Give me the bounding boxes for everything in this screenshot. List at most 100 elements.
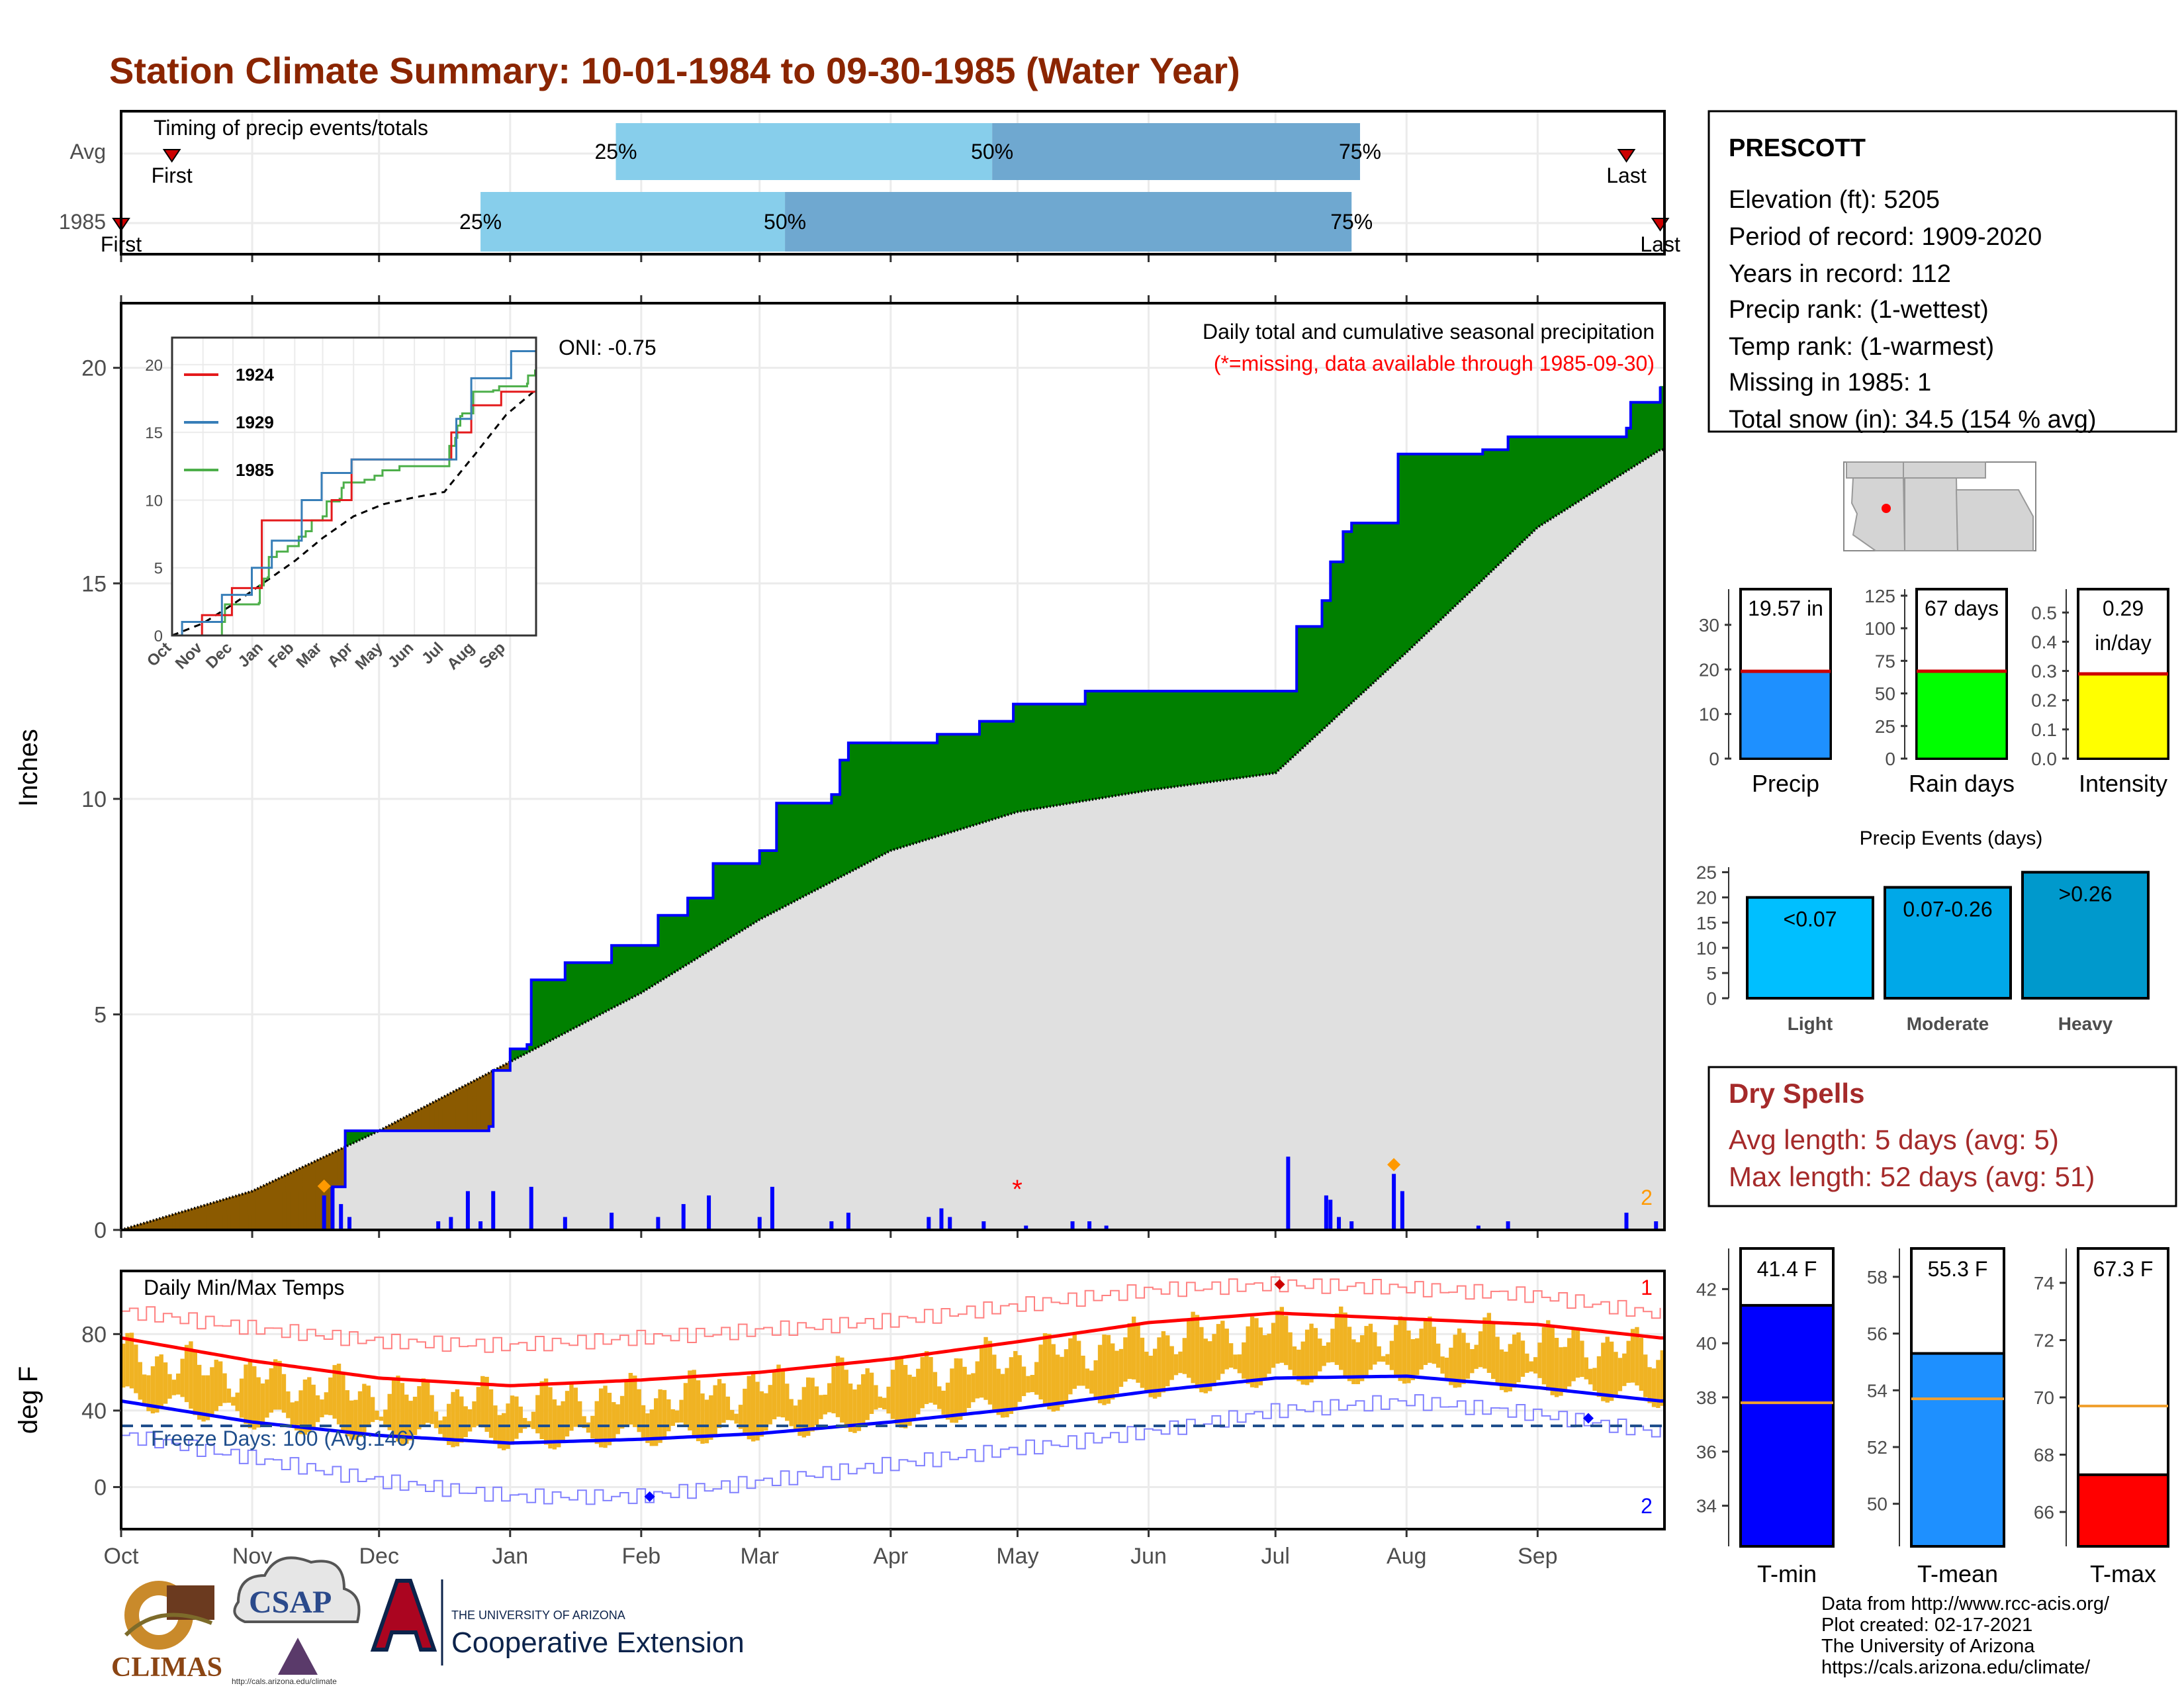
daily-precip-bar [339, 1203, 343, 1230]
daily-temp-bar [476, 1387, 481, 1426]
daily-temp-bar [696, 1380, 701, 1442]
timing-label: Timing of precip events/totals [154, 116, 428, 140]
daily-temp-bar [146, 1375, 151, 1411]
daily-temp-bar [1432, 1327, 1436, 1364]
station-location-marker [1882, 504, 1891, 513]
timing-p75-label: 75% [1339, 140, 1381, 164]
daily-temp-bar [539, 1381, 544, 1440]
daily-temp-bar [1541, 1327, 1547, 1385]
dry-spells-box: Dry Spells Avg length: 5 days (avg: 5) M… [1707, 1066, 2177, 1207]
temp-bar-y-tick-label: 34 [1696, 1496, 1717, 1517]
daily-temp-bar [1165, 1335, 1170, 1387]
daily-temp-bar [755, 1382, 760, 1441]
daily-temp-bar [1474, 1344, 1479, 1369]
daily-temp-bar [320, 1399, 324, 1418]
daily-temp-bar [869, 1372, 874, 1415]
mini-bar-y-tick-label: 100 [1864, 618, 1895, 639]
daily-temp-bar [1440, 1356, 1445, 1374]
temp-bar-y-tick-label: 74 [2034, 1273, 2054, 1293]
daily-temp-bar [1559, 1347, 1563, 1396]
mini-bar-y-tick-label: 0.2 [2031, 690, 2057, 711]
daily-temp-bar [861, 1374, 866, 1427]
daily-temp-bar [1233, 1354, 1238, 1370]
daily-temp-bar [1292, 1346, 1297, 1376]
daily-temp-bar [1647, 1367, 1652, 1403]
daily-temp-bar [1377, 1346, 1381, 1362]
daily-temp-bar [1504, 1351, 1508, 1393]
temp-x-tick-label: Aug [1387, 1544, 1427, 1569]
record-high-count: 1 [1641, 1276, 1653, 1299]
daily-temp-bar [911, 1376, 917, 1421]
timing-last-label: Last [1606, 164, 1647, 187]
daily-temp-bar [1228, 1343, 1234, 1368]
daily-temp-bar [569, 1383, 574, 1431]
timing-row-avg-label: Avg [69, 140, 106, 164]
daily-temp-bar [548, 1387, 553, 1449]
temp-x-tick-label: Dec [359, 1544, 398, 1569]
record-low-count: 2 [1641, 1494, 1653, 1518]
temp-bar-y-tick-label: 70 [2034, 1387, 2054, 1408]
daily-temp-bar [848, 1383, 853, 1432]
daily-temp-bar [163, 1362, 168, 1404]
daily-temp-bar [1216, 1324, 1221, 1380]
temp-x-tick-label: May [996, 1544, 1038, 1569]
record-precip-marker [317, 1179, 331, 1193]
mini-bar-y-tick-label: 0.4 [2031, 632, 2057, 652]
daily-temp-bar [1529, 1361, 1533, 1372]
daily-temp-bar [1389, 1340, 1394, 1370]
daily-temp-bar [886, 1386, 891, 1414]
daily-temp-bar [827, 1383, 832, 1413]
daily-precip-bar [1392, 1174, 1396, 1230]
daily-temp-bar [933, 1372, 938, 1405]
daily-temp-bar [171, 1380, 177, 1395]
daily-temp-bar [937, 1386, 942, 1409]
daily-temp-bar [1275, 1310, 1280, 1364]
precip-events-title: Precip Events (days) [1860, 827, 2043, 849]
daily-temp-bar [332, 1365, 337, 1419]
daily-temp-bar [1279, 1307, 1284, 1363]
record-temp-marker [1274, 1279, 1285, 1290]
daily-temp-bar [210, 1367, 214, 1417]
station-temp-rank: Temp rank: (1-warmest) [1729, 333, 1994, 361]
daily-temp-bar [265, 1379, 269, 1418]
precip-ylabel: Inches [14, 729, 43, 807]
daily-temp-bar [1609, 1341, 1614, 1401]
daily-temp-bar [201, 1375, 206, 1422]
temp-bar-fill [1910, 1352, 2005, 1548]
daily-temp-bar [814, 1386, 819, 1426]
daily-temp-bar [992, 1354, 997, 1411]
daily-temp-bar [1385, 1354, 1390, 1365]
daily-temp-bar [1300, 1341, 1305, 1385]
daily-temp-bar [1584, 1357, 1588, 1380]
daily-temp-bar [929, 1357, 933, 1403]
precip-events-bar [1884, 886, 2012, 1000]
daily-temp-bar [730, 1409, 735, 1421]
daily-temp-bar [1093, 1360, 1098, 1399]
daily-temp-bar [924, 1351, 929, 1405]
station-missing: Missing in 1985: 1 [1729, 369, 1931, 397]
daily-temp-bar [370, 1397, 375, 1423]
timing-first-label: First [152, 164, 193, 187]
daily-temp-bar [1136, 1323, 1140, 1383]
daily-temp-bar [1508, 1344, 1512, 1391]
daily-temp-bar [958, 1358, 963, 1420]
daily-temp-bar [1140, 1337, 1145, 1388]
daily-temp-bar [1499, 1349, 1504, 1390]
daily-temp-bar [467, 1409, 473, 1432]
missing-marker: * [1012, 1175, 1023, 1204]
daily-temp-bar [294, 1401, 299, 1430]
daily-temp-bar [433, 1411, 439, 1429]
map-state-utah [1846, 461, 1904, 479]
precip-events-category: Heavy [2058, 1013, 2113, 1034]
daily-temp-bar [852, 1389, 857, 1433]
daily-temp-bar [1182, 1338, 1187, 1374]
daily-temp-bar [324, 1392, 329, 1415]
daily-temp-bar [1313, 1328, 1318, 1378]
daily-temp-bar [1651, 1368, 1657, 1407]
daily-temp-bar [1626, 1340, 1631, 1383]
daily-temp-bar [510, 1395, 515, 1445]
mini-bar-y-tick-label: 0 [1885, 749, 1895, 769]
oni-label: ONI: -0.75 [559, 336, 657, 359]
precip-y-tick-label: 5 [94, 1002, 107, 1027]
